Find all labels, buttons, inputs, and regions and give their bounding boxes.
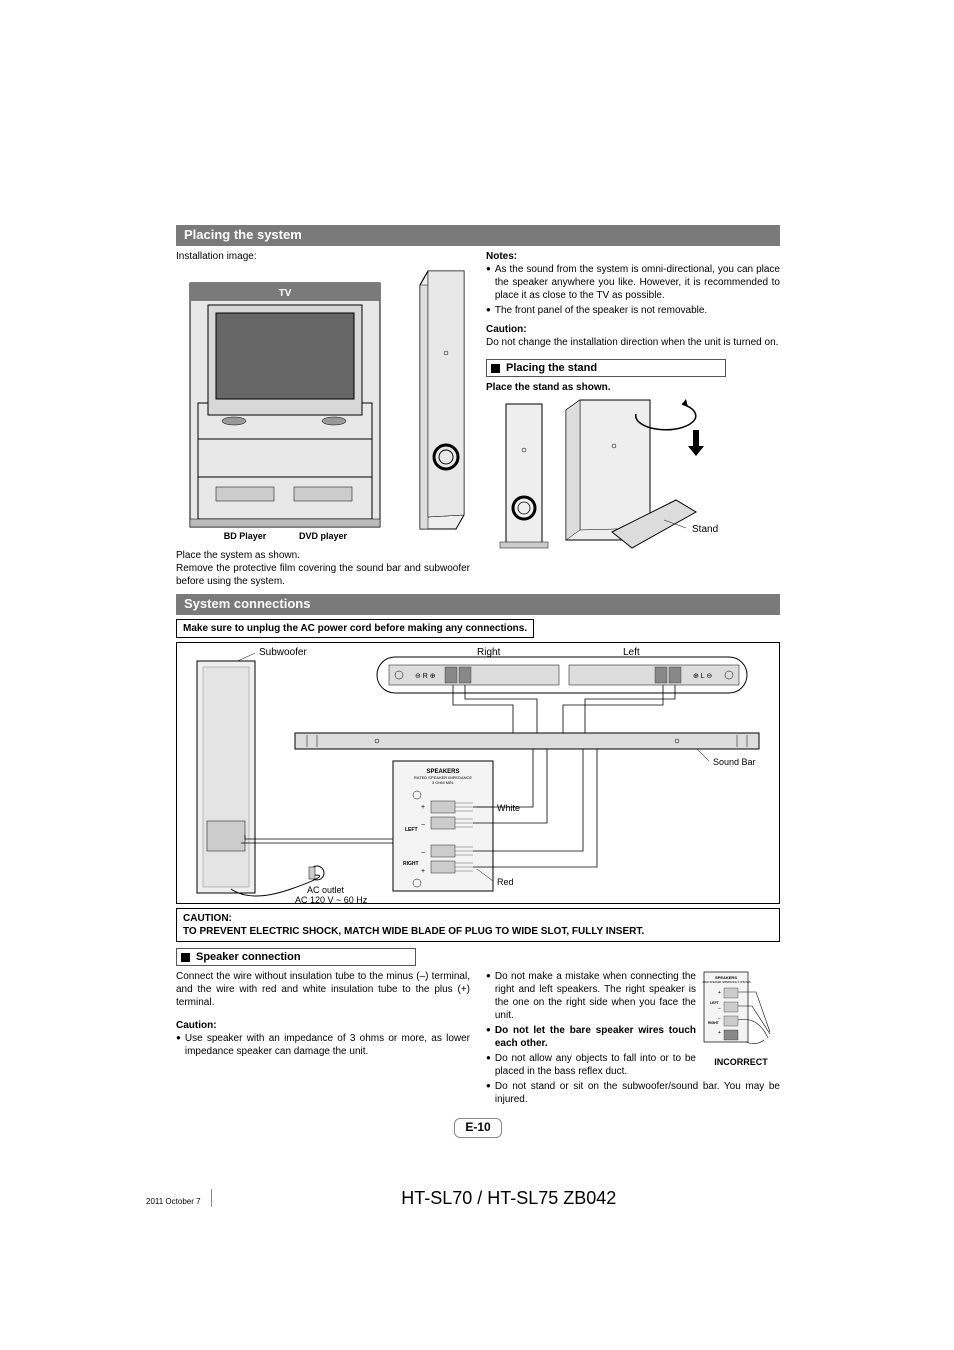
svg-text:LEFT: LEFT <box>710 1001 720 1005</box>
svg-text:+: + <box>718 990 721 996</box>
svg-text:Stand: Stand <box>692 524 718 535</box>
section-header-connections: System connections <box>176 594 780 615</box>
svg-text:AC outlet: AC outlet <box>307 885 345 895</box>
speaker-connect-text: Connect the wire without insulation tube… <box>176 970 470 1009</box>
place-system-text: Place the system as shown. <box>176 549 470 562</box>
speaker-caution-title: Caution: <box>176 1019 470 1032</box>
svg-text:SPEAKERS: SPEAKERS <box>715 975 737 980</box>
svg-text:RIGHT: RIGHT <box>403 861 419 867</box>
notes-list: As the sound from the system is omni-dir… <box>486 263 780 317</box>
svg-text:−: − <box>421 850 425 857</box>
connection-diagram: Subwoofer AC outlet AC 120 V ~ 60 Hz Rig… <box>176 642 780 904</box>
speaker-notes-right-2: Do not stand or sit on the subwoofer/sou… <box>486 1080 780 1106</box>
svg-text:Red: Red <box>497 877 514 887</box>
svg-text:Left: Left <box>623 647 640 658</box>
svg-text:LEFT: LEFT <box>405 827 418 833</box>
incorrect-diagram: SPEAKERS RATED SPEAKER IMPEDANCE 3 OHM M… <box>702 970 780 1068</box>
svg-text:−: − <box>421 822 425 829</box>
sub-header-speaker: Speaker connection <box>176 948 416 966</box>
svg-text:DVD player: DVD player <box>299 531 348 541</box>
section-header-placing: Placing the system <box>176 225 780 246</box>
svg-text:−: − <box>718 1016 721 1022</box>
stand-diagram: Stand <box>486 394 756 554</box>
svg-text:BD Player: BD Player <box>224 531 267 541</box>
remove-film-text: Remove the protective film covering the … <box>176 562 470 588</box>
caution-text: Do not change the installation direction… <box>486 336 780 349</box>
svg-text:+: + <box>718 1030 721 1036</box>
stand-instruction: Place the stand as shown. <box>486 381 780 394</box>
installation-diagram: TV TV BD Player DVD player <box>176 263 470 541</box>
svg-text:⊕ L ⊖: ⊕ L ⊖ <box>693 673 712 680</box>
svg-text:Right: Right <box>477 647 501 658</box>
svg-text:+: + <box>421 804 425 811</box>
notes-title: Notes: <box>486 250 780 263</box>
svg-text:White: White <box>497 803 520 813</box>
svg-text:3 OHM MIN.: 3 OHM MIN. <box>432 780 454 785</box>
caution-title: Caution: <box>486 323 780 336</box>
shock-caution-box: CAUTION: TO PREVENT ELECTRIC SHOCK, MATC… <box>176 908 780 942</box>
sub-header-stand: Placing the stand <box>486 359 726 377</box>
svg-text:RATED SPEAKER IMPEDANCE 3 OHM: RATED SPEAKER IMPEDANCE 3 OHM MIN. <box>702 981 752 984</box>
speaker-notes-right: Do not make a mistake when connecting th… <box>486 970 696 1078</box>
page-number: E-10 <box>454 1118 501 1138</box>
svg-text:⊖ R ⊕: ⊖ R ⊕ <box>415 673 436 680</box>
svg-text:−: − <box>718 1006 721 1012</box>
install-label: Installation image: <box>176 250 470 263</box>
svg-text:AC 120 V ~ 60 Hz: AC 120 V ~ 60 Hz <box>295 895 368 903</box>
svg-text:TV: TV <box>279 288 292 299</box>
page-footer: 2011 October 7 HT-SL70 / HT-SL75 ZB042 <box>146 1187 806 1210</box>
svg-text:Sound Bar: Sound Bar <box>713 757 756 767</box>
connection-warning: Make sure to unplug the AC power cord be… <box>176 619 534 638</box>
speaker-caution-list: Use speaker with an impedance of 3 ohms … <box>176 1032 470 1058</box>
svg-text:+: + <box>421 868 425 875</box>
svg-text:Subwoofer: Subwoofer <box>259 647 307 658</box>
